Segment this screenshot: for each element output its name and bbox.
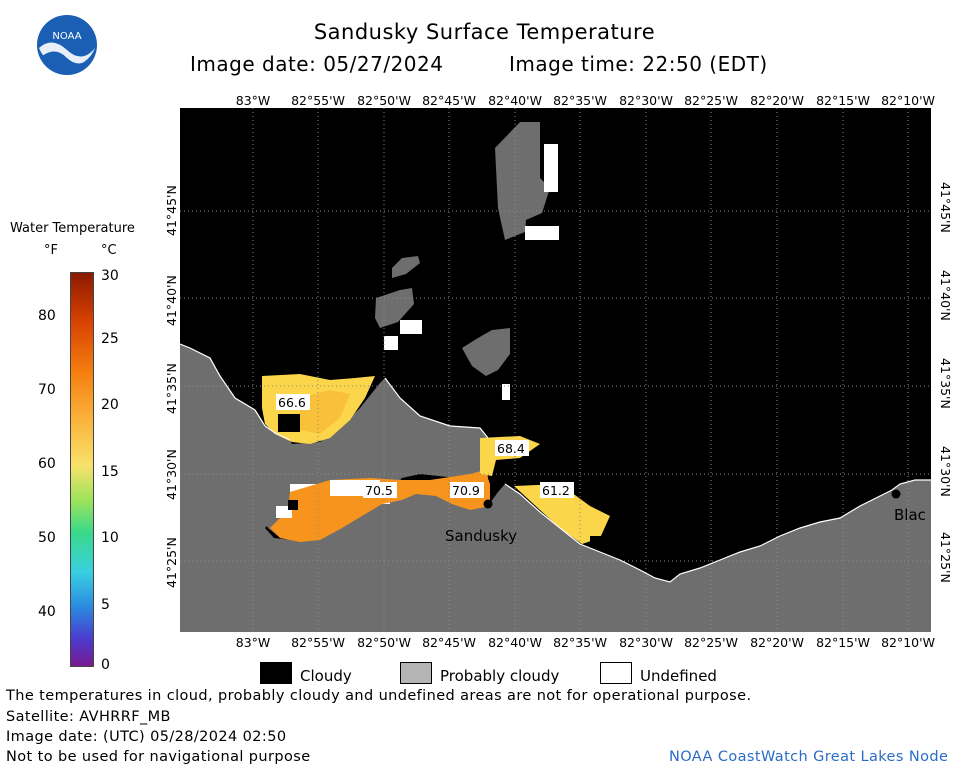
image-time: Image time: 22:50 (EDT) xyxy=(509,52,768,76)
cloud-patch xyxy=(590,536,604,546)
lon-label: 82°20'W xyxy=(750,635,804,650)
legend-swatch-probably-cloudy xyxy=(400,662,432,684)
cloud-patch xyxy=(462,328,510,376)
lat-label: 41°30'N xyxy=(938,446,953,497)
lon-label: 82°25'W xyxy=(684,93,738,108)
cloud-patch xyxy=(392,256,420,278)
water-temp-area xyxy=(514,484,610,544)
coastline xyxy=(180,343,931,583)
lon-label: 82°25'W xyxy=(684,635,738,650)
lon-label: 82°45'W xyxy=(422,93,476,108)
lon-label: 82°30'W xyxy=(619,93,673,108)
graticule xyxy=(180,108,931,632)
f-tick: 40 xyxy=(38,604,56,620)
lon-label: 82°35'W xyxy=(553,93,607,108)
lat-label: 41°45'N xyxy=(164,185,179,236)
land-mass xyxy=(180,344,931,632)
cloud-patch xyxy=(278,414,300,432)
utc-date-text: Image date: (UTC) 05/28/2024 02:50 xyxy=(6,729,287,745)
f-tick: 80 xyxy=(38,308,56,324)
c-tick: 10 xyxy=(101,530,119,546)
temp-label: 70.9 xyxy=(452,483,480,498)
legend-swatch-undefined xyxy=(600,662,632,684)
temperature-map: 66.6 68.4 70.5 70.9 61.2 Sandusky Blac xyxy=(180,108,931,632)
credit-text: NOAA CoastWatch Great Lakes Node xyxy=(669,749,949,765)
noaa-logo: NOAA xyxy=(36,14,98,80)
c-tick: 15 xyxy=(101,464,119,480)
lon-label: 83°W xyxy=(235,93,271,108)
lon-label: 82°15'W xyxy=(816,635,870,650)
lon-label: 82°30'W xyxy=(619,635,673,650)
c-tick: 5 xyxy=(101,597,110,613)
disclaimer-text: The temperatures in cloud, probably clou… xyxy=(6,688,752,704)
lat-label: 41°40'N xyxy=(938,270,953,321)
nav-warning-text: Not to be used for navigational purpose xyxy=(6,749,311,765)
city-label-sandusky: Sandusky xyxy=(445,527,517,545)
lon-label: 82°35'W xyxy=(553,635,607,650)
c-tick: 0 xyxy=(101,657,110,673)
undefined-patch xyxy=(525,226,559,240)
lat-label: 41°30'N xyxy=(164,449,179,500)
lat-label: 41°25'N xyxy=(938,532,953,583)
temp-label: 68.4 xyxy=(497,441,525,456)
lat-label: 41°35'N xyxy=(164,363,179,414)
temp-label: 66.6 xyxy=(278,395,306,410)
lon-label: 82°40'W xyxy=(488,635,542,650)
lon-label: 82°50'W xyxy=(357,93,411,108)
f-tick: 60 xyxy=(38,456,56,472)
city-label-blac: Blac xyxy=(894,506,926,524)
page-title: Sandusky Surface Temperature xyxy=(313,20,656,44)
legend-label-probably-cloudy: Probably cloudy xyxy=(440,667,560,685)
water-temp-area xyxy=(270,470,490,542)
svg-text:NOAA: NOAA xyxy=(52,31,81,42)
lon-label: 83°W xyxy=(235,635,271,650)
c-tick: 30 xyxy=(101,268,119,284)
lon-label: 82°10'W xyxy=(881,93,935,108)
image-date: Image date: 05/27/2024 xyxy=(190,52,444,76)
undefined-patch xyxy=(384,336,398,350)
f-tick: 50 xyxy=(38,530,56,546)
lat-label: 41°40'N xyxy=(164,275,179,326)
c-tick: 20 xyxy=(101,397,119,413)
legend-label-undefined: Undefined xyxy=(640,667,717,685)
colorbar xyxy=(70,272,94,667)
undefined-patch xyxy=(400,320,422,334)
lat-label: 41°35'N xyxy=(938,358,953,409)
colorbar-unit-c: °C xyxy=(101,243,117,258)
legend-label-cloudy: Cloudy xyxy=(300,667,352,685)
lat-label: 41°25'N xyxy=(164,537,179,588)
temp-label: 61.2 xyxy=(542,483,570,498)
c-tick: 25 xyxy=(101,331,119,347)
lon-label: 82°10'W xyxy=(881,635,935,650)
temperature-labels: 66.6 68.4 70.5 70.9 61.2 xyxy=(276,394,574,498)
undefined-patch xyxy=(502,384,510,400)
lon-label: 82°50'W xyxy=(357,635,411,650)
temp-label: 70.5 xyxy=(365,483,393,498)
satellite-text: Satellite: AVHRRF_MB xyxy=(6,709,171,725)
colorbar-unit-f: °F xyxy=(44,243,58,258)
water-temp-area xyxy=(300,390,350,434)
colorbar-title: Water Temperature xyxy=(10,221,135,236)
lon-label: 82°55'W xyxy=(291,93,345,108)
city-marker-blac xyxy=(891,489,901,499)
lat-label: 41°45'N xyxy=(938,182,953,233)
lon-label: 82°40'W xyxy=(488,93,542,108)
undefined-patch xyxy=(544,144,558,192)
lon-label: 82°15'W xyxy=(816,93,870,108)
lon-label: 82°20'W xyxy=(750,93,804,108)
f-tick: 70 xyxy=(38,382,56,398)
lon-label: 82°55'W xyxy=(291,635,345,650)
legend-swatch-cloudy xyxy=(260,662,292,684)
lon-label: 82°45'W xyxy=(422,635,476,650)
cloud-patch xyxy=(288,500,298,510)
city-marker-sandusky xyxy=(483,499,493,509)
